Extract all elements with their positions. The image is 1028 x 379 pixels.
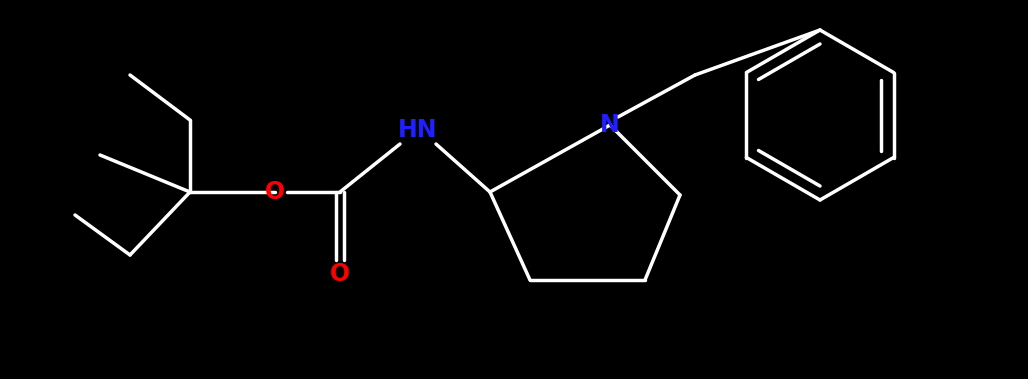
Text: HN: HN <box>398 118 438 142</box>
Text: O: O <box>330 262 351 286</box>
Text: O: O <box>265 180 285 204</box>
Text: N: N <box>600 113 620 137</box>
